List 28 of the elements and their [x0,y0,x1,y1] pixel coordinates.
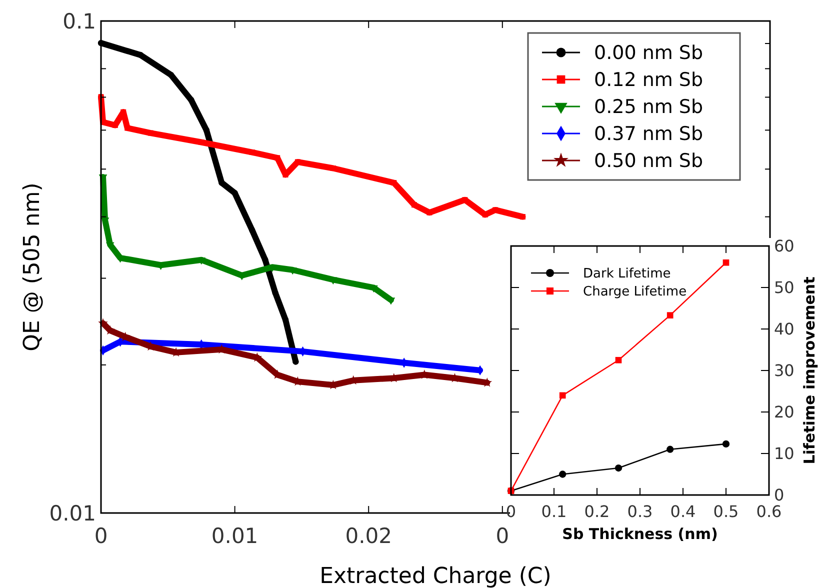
legend-label: 0.25 nm Sb [594,96,704,118]
y-tick-label: 30 [774,361,794,380]
x-tick-label: 0.5 [713,502,739,521]
legend-label: 0.50 nm Sb [594,150,704,172]
y-axis-title: Lifetime improvement [800,276,818,464]
legend-label: Dark Lifetime [583,266,671,282]
legend-label: Charge Lifetime [583,284,687,300]
legend-label: 0.12 nm Sb [594,69,704,92]
legend-label: 0.37 nm Sb [594,123,704,146]
x-tick-label: 0.2 [584,502,610,521]
x-tick-label: 0.6 [756,502,782,521]
x-tick-label: 0.01 [211,524,258,548]
x-tick-label: 0.1 [541,502,567,521]
legend-label: 0.00 nm Sb [594,42,704,64]
x-axis-title: Extracted Charge (C) [320,564,552,588]
y-tick-label: 10 [774,444,794,464]
y-tick-label: 50 [774,278,794,298]
x-tick-label: 0.4 [670,502,696,521]
y-tick-label: 20 [774,402,794,422]
y-axis-title: QE @ (505 nm) [20,182,45,352]
x-tick-label: 0.02 [345,524,392,548]
y-tick-label: 0 [774,486,784,505]
x-tick-label: 0 [496,524,510,548]
x-tick-label: 0 [506,502,516,521]
y-tick-label: 60 [774,236,794,256]
y-tick-label: 40 [774,320,794,339]
x-axis-title: Sb Thickness (nm) [562,525,718,543]
x-tick-label: 0.3 [627,502,653,521]
